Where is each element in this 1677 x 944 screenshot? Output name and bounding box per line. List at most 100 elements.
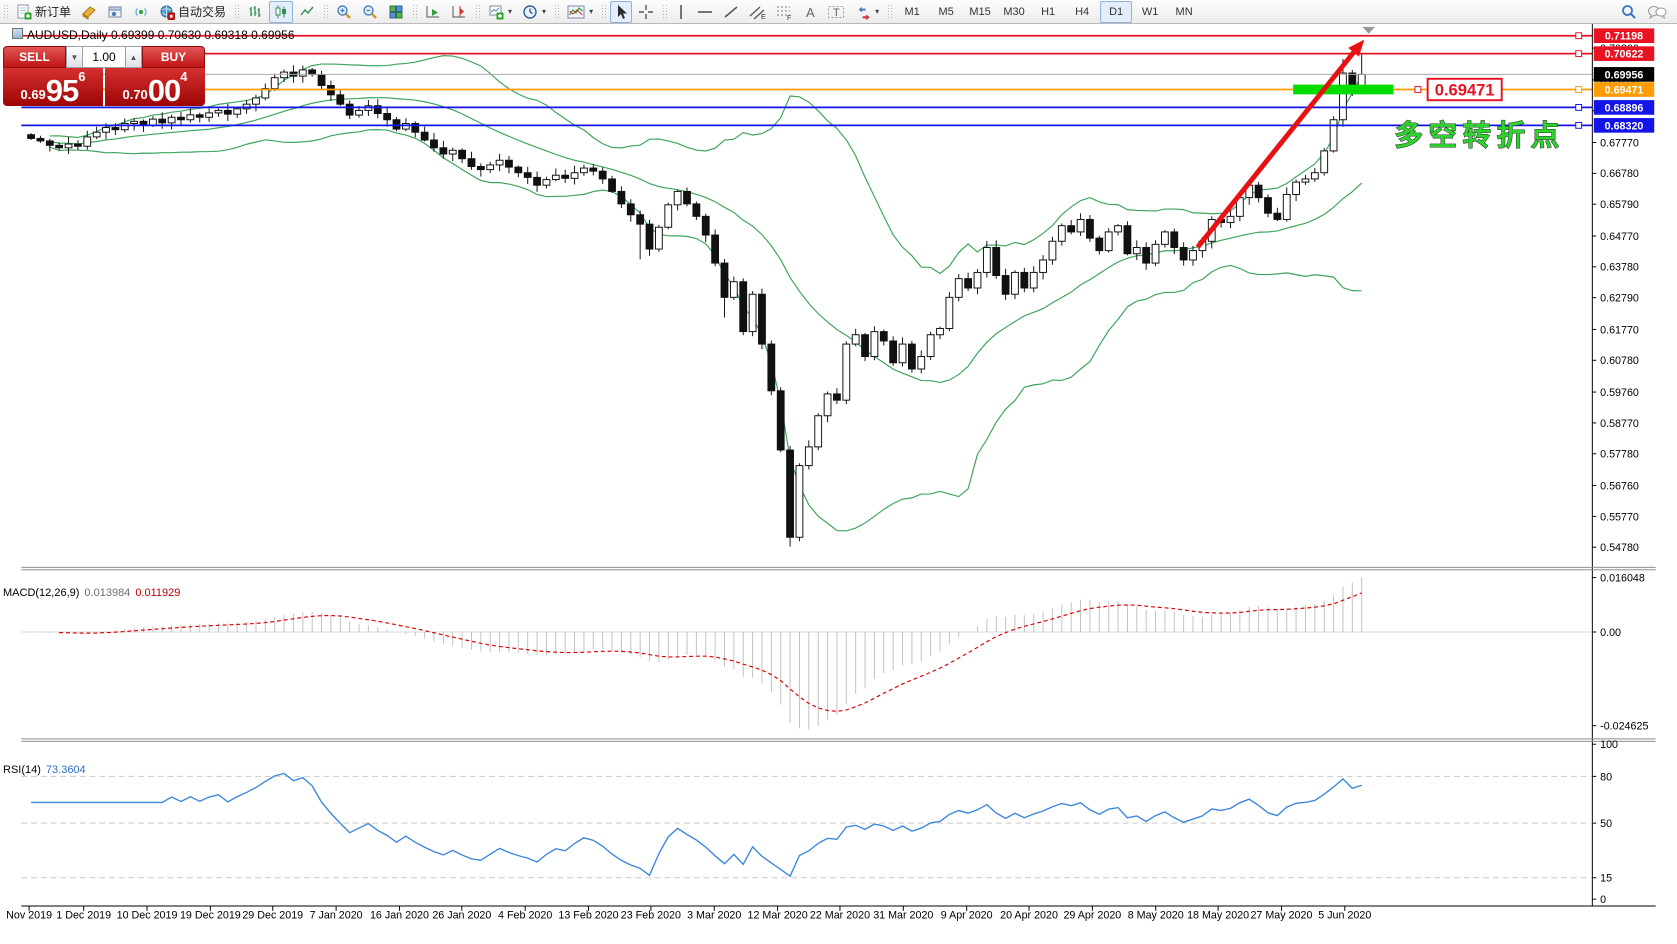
chart-window-icon bbox=[12, 28, 23, 39]
timeframe-m30-button[interactable]: M30 bbox=[1003, 5, 1025, 18]
price-level-badge: 0.69956 bbox=[1605, 69, 1644, 81]
sell-button[interactable]: SELL bbox=[3, 46, 66, 68]
chart-canvas[interactable]: 0.69471多空转折点0.708000.697800.687900.67770… bbox=[0, 24, 1677, 944]
bollinger-bands bbox=[49, 55, 1363, 532]
volume-increase-button[interactable]: ▲ bbox=[125, 46, 142, 68]
highlight-bar[interactable] bbox=[1293, 84, 1394, 95]
cursor-tool-button[interactable] bbox=[610, 0, 633, 23]
date-tick-label: 31 Mar 2020 bbox=[873, 910, 933, 922]
svg-text:T: T bbox=[833, 7, 840, 19]
cursor-icon bbox=[618, 4, 628, 19]
toolbar-grip[interactable] bbox=[601, 3, 607, 20]
chart-shift-button[interactable] bbox=[447, 1, 471, 23]
autotrading-icon bbox=[160, 5, 176, 20]
toolbar-grip[interactable] bbox=[662, 3, 668, 20]
toolbar-grip[interactable] bbox=[323, 3, 329, 20]
macd-label: MACD(12,26,9) 0.013984 0.011929 bbox=[3, 587, 181, 599]
indicators-button[interactable]: ▾ bbox=[563, 1, 597, 23]
chat-button[interactable] bbox=[1643, 1, 1671, 23]
zoom-in-button[interactable] bbox=[332, 1, 356, 23]
text-icon: A bbox=[806, 5, 815, 20]
horizontal-line-button[interactable] bbox=[693, 1, 717, 23]
rsi-label: RSI(14) 73.3604 bbox=[3, 764, 86, 776]
chart-window[interactable]: 0.69471多空转折点0.708000.697800.687900.67770… bbox=[0, 24, 1677, 944]
date-tick-label: 12 Mar 2020 bbox=[747, 910, 807, 922]
price-tick-label: 0.67770 bbox=[1600, 137, 1639, 149]
navigator-icon bbox=[135, 7, 147, 16]
timeframe-h4-button[interactable]: H4 bbox=[1075, 5, 1090, 18]
toolbar-grip[interactable] bbox=[887, 3, 893, 20]
chart-shift-icon bbox=[452, 5, 466, 17]
trend-arrow[interactable] bbox=[1195, 49, 1357, 249]
buy-price-sup: 4 bbox=[180, 69, 188, 84]
timeframe-m15-button[interactable]: M15 bbox=[969, 5, 991, 18]
price-tick-label: 0.66780 bbox=[1600, 168, 1639, 180]
crosshair-tool-button[interactable] bbox=[634, 1, 658, 23]
navigator-button[interactable] bbox=[129, 1, 153, 23]
object-anchor-marker bbox=[1362, 26, 1376, 34]
text-label-button[interactable]: T bbox=[823, 1, 849, 23]
date-tick-label: 16 Jan 2020 bbox=[370, 910, 429, 922]
market-watch-button[interactable] bbox=[77, 1, 101, 23]
date-tick-label: 5 Jun 2020 bbox=[1318, 910, 1371, 922]
price-level-badge: 0.70622 bbox=[1605, 49, 1644, 61]
fibonacci-button[interactable]: F bbox=[772, 1, 797, 23]
bar-chart-button[interactable] bbox=[243, 1, 267, 23]
timeframe-m5-button[interactable]: M5 bbox=[938, 5, 954, 18]
toolbar-grip[interactable] bbox=[554, 3, 560, 20]
rsi-axis-label: 15 bbox=[1600, 873, 1612, 885]
date-tick-label: 8 May 2020 bbox=[1128, 910, 1184, 922]
svg-text:E: E bbox=[761, 14, 766, 20]
zoom-out-button[interactable] bbox=[358, 1, 382, 23]
search-button[interactable] bbox=[1617, 1, 1641, 23]
timeframe-w1-button[interactable]: W1 bbox=[1141, 5, 1159, 18]
date-tick-label: 27 May 2020 bbox=[1250, 910, 1312, 922]
tile-windows-button[interactable] bbox=[384, 1, 408, 23]
date-tick-label: 9 Apr 2020 bbox=[941, 910, 993, 922]
rsi-axis-label: 50 bbox=[1600, 818, 1612, 830]
price-callout-label: 0.69471 bbox=[1435, 80, 1495, 99]
sell-price-button[interactable]: 0.69 95 6 bbox=[3, 68, 103, 106]
chart-ohlc-header: AUDUSD,Daily 0.69399 0.70630 0.69318 0.6… bbox=[12, 28, 295, 42]
candlestick-chart-button[interactable] bbox=[269, 0, 294, 23]
one-click-trading-panel: SELL ▼ 1.00 ▲ BUY 0.69 95 6 0.70 00 4 bbox=[3, 46, 205, 106]
trend-line-button[interactable] bbox=[719, 1, 743, 23]
buy-button[interactable]: BUY bbox=[142, 46, 205, 68]
new-order-icon bbox=[17, 4, 32, 19]
new-chart-button[interactable]: ▾ bbox=[484, 1, 516, 23]
auto-scroll-button[interactable] bbox=[421, 1, 445, 23]
volume-input[interactable]: 1.00 bbox=[83, 46, 125, 68]
line-chart-button[interactable] bbox=[295, 1, 319, 23]
new-order-button[interactable]: 新订单 bbox=[12, 1, 75, 23]
timeframe-h1-button[interactable]: H1 bbox=[1041, 5, 1056, 18]
date-tick-label: 3 Mar 2020 bbox=[687, 910, 741, 922]
profiles-button[interactable]: ▾ bbox=[518, 1, 550, 23]
chat-icon bbox=[1648, 5, 1667, 19]
timeframe-mn-button[interactable]: MN bbox=[1175, 5, 1193, 18]
price-callout-box[interactable] bbox=[1426, 77, 1503, 102]
rsi-axis-label: 0 bbox=[1600, 894, 1606, 906]
equidistant-channel-button[interactable]: E bbox=[745, 1, 770, 23]
trend-line-icon bbox=[724, 5, 738, 18]
volume-decrease-button[interactable]: ▼ bbox=[66, 46, 83, 68]
buy-price-button[interactable]: 0.70 00 4 bbox=[105, 68, 205, 106]
price-tick-label: 0.61770 bbox=[1600, 324, 1639, 336]
toolbar-grip[interactable] bbox=[475, 3, 481, 20]
toolbar-grip[interactable] bbox=[234, 3, 240, 20]
timeframe-d1-button[interactable]: D1 bbox=[1100, 0, 1133, 23]
autotrading-button[interactable]: 自动交易 bbox=[155, 1, 230, 23]
date-tick-label: 13 Feb 2020 bbox=[558, 910, 618, 922]
dropdown-caret-icon: ▾ bbox=[508, 7, 513, 16]
timeframe-m1-button[interactable]: M1 bbox=[904, 5, 920, 18]
toolbar-grip[interactable] bbox=[412, 3, 418, 20]
date-tick-label: 26 Jan 2020 bbox=[432, 910, 491, 922]
macd-axis-label: -0.024625 bbox=[1600, 721, 1648, 733]
vertical-line-button[interactable] bbox=[671, 1, 691, 23]
toolbar-grip[interactable] bbox=[3, 3, 8, 20]
arrows-tool-button[interactable]: ▾ bbox=[851, 1, 883, 23]
buy-price-small: 0.70 bbox=[122, 87, 148, 102]
data-window-button[interactable] bbox=[103, 1, 127, 23]
date-tick-label: 18 May 2020 bbox=[1187, 910, 1249, 922]
text-tool-button[interactable]: A bbox=[799, 1, 821, 23]
date-tick-label: 4 Feb 2020 bbox=[498, 910, 552, 922]
